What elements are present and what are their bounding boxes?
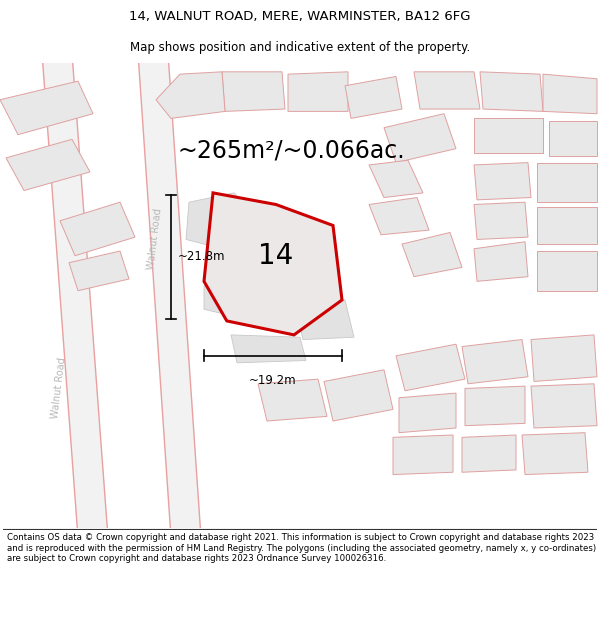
Polygon shape <box>474 162 531 200</box>
Polygon shape <box>522 432 588 474</box>
Polygon shape <box>222 72 285 111</box>
Polygon shape <box>231 335 306 363</box>
Polygon shape <box>549 121 597 156</box>
Polygon shape <box>402 232 462 277</box>
Text: 14: 14 <box>258 242 293 271</box>
Polygon shape <box>465 386 525 426</box>
Polygon shape <box>537 251 597 291</box>
Text: Walnut Road: Walnut Road <box>146 208 164 271</box>
Polygon shape <box>399 393 456 432</box>
Polygon shape <box>138 53 201 538</box>
Polygon shape <box>294 300 354 339</box>
Polygon shape <box>42 53 108 538</box>
Polygon shape <box>6 139 90 191</box>
Text: ~21.8m: ~21.8m <box>178 251 226 263</box>
Polygon shape <box>531 384 597 428</box>
Polygon shape <box>531 335 597 381</box>
Polygon shape <box>414 72 480 109</box>
Text: Contains OS data © Crown copyright and database right 2021. This information is : Contains OS data © Crown copyright and d… <box>7 533 596 563</box>
Polygon shape <box>69 251 129 291</box>
Polygon shape <box>204 193 342 335</box>
Polygon shape <box>462 435 516 472</box>
Polygon shape <box>258 379 327 421</box>
Polygon shape <box>369 198 429 235</box>
Polygon shape <box>537 162 597 202</box>
Text: Walnut Road: Walnut Road <box>50 357 68 420</box>
Polygon shape <box>324 370 393 421</box>
Polygon shape <box>156 72 225 118</box>
Polygon shape <box>288 72 348 111</box>
Text: ~19.2m: ~19.2m <box>249 374 297 388</box>
Text: 14, WALNUT ROAD, MERE, WARMINSTER, BA12 6FG: 14, WALNUT ROAD, MERE, WARMINSTER, BA12 … <box>129 11 471 23</box>
Polygon shape <box>384 114 456 162</box>
Polygon shape <box>186 193 270 249</box>
Polygon shape <box>543 74 597 114</box>
Polygon shape <box>462 339 528 384</box>
Polygon shape <box>396 344 465 391</box>
Polygon shape <box>474 242 528 281</box>
Text: ~265m²/~0.066ac.: ~265m²/~0.066ac. <box>177 139 404 163</box>
Polygon shape <box>345 76 402 118</box>
Polygon shape <box>393 435 453 474</box>
Polygon shape <box>60 202 135 256</box>
Polygon shape <box>537 207 597 244</box>
Polygon shape <box>474 118 543 153</box>
Polygon shape <box>474 202 528 239</box>
Polygon shape <box>480 72 543 111</box>
Polygon shape <box>204 274 276 316</box>
Polygon shape <box>0 81 93 134</box>
Polygon shape <box>369 160 423 198</box>
Text: Map shows position and indicative extent of the property.: Map shows position and indicative extent… <box>130 41 470 54</box>
